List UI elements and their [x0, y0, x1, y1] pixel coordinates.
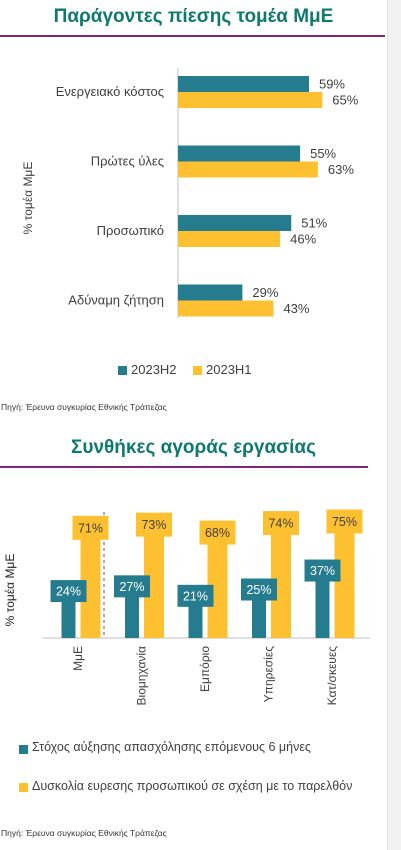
chart2-value-label-employment: 27%	[119, 580, 144, 594]
chart2-bar-employment	[315, 579, 330, 638]
chart2-bar-staffing	[80, 525, 101, 638]
chart1-value-label: 55%	[310, 146, 336, 161]
chart2-value-label-staffing: 73%	[141, 518, 166, 532]
chart2-value-label-employment: 21%	[183, 589, 208, 603]
chart2-label-box-employment	[114, 575, 150, 598]
chart2-label-box-staffing	[326, 509, 363, 534]
chart2-label-box-staffing	[263, 511, 299, 536]
chart2-legend-label-staffing: Δυσκολία ευρεσης προσωπικού σε σχέση με …	[32, 779, 353, 793]
chart1-bar	[178, 161, 318, 178]
chart1-bar	[178, 284, 243, 301]
chart1-bar	[178, 92, 323, 108]
chart2-value-label-employment: 25%	[246, 583, 271, 597]
chart2-bar-staffing	[271, 521, 291, 638]
chart1-ylabel: % τομέα ΜμΕ	[21, 162, 35, 235]
chart2-bar-staffing	[334, 519, 355, 638]
chart2-bar-staffing	[144, 522, 164, 638]
chart2-label-box-staffing	[136, 512, 172, 537]
chart2-category-label: Βιομηχανία	[135, 646, 149, 706]
chart2-value-label-employment: 24%	[56, 585, 81, 599]
chart1-value-label: 29%	[252, 285, 278, 300]
chart2-bar-employment	[252, 598, 266, 638]
chart2-title: Συνθήκες αγοράς εργασίας	[71, 437, 316, 458]
chart1-category-label: Αδύναμη ζήτηση	[68, 293, 164, 308]
chart1-bar	[178, 300, 274, 317]
chart1-value-label: 63%	[328, 162, 354, 177]
chart2-label-box-staffing	[199, 520, 236, 545]
chart1-value-label: 43%	[283, 301, 309, 316]
chart1-title: Παράγοντες πίεσης τομέα ΜμΕ	[53, 6, 334, 27]
chart1-bar	[178, 145, 301, 162]
chart1-category-label: Ενεργειακό κόστος	[56, 84, 164, 99]
chart1-legend-label-2023h1: 2023Η1	[206, 362, 252, 377]
chart2-value-label-staffing: 75%	[332, 515, 357, 529]
chart1-plot: % τομέα ΜμΕ Ενεργειακό κόστος Πρώτες ύλες…	[21, 68, 359, 318]
chart1-value-label: 46%	[290, 232, 316, 247]
chart2-value-label-staffing: 71%	[78, 521, 103, 535]
chart1-bar	[178, 231, 281, 247]
chart1-category-label: Πρώτες ύλες	[91, 154, 164, 169]
chart2-category-label: Υπηρεσίες	[262, 646, 276, 703]
chart2-legend-label-employment: Στόχος αύξησης απασχόλησης επόμενους 6 μ…	[32, 740, 311, 754]
chart2-title-rule	[0, 466, 368, 468]
chart1-legend-swatch-2023h1	[193, 366, 202, 375]
chart2-value-label-staffing: 68%	[205, 526, 230, 540]
chart2-category-label: Κατ/σκευες	[325, 646, 339, 706]
chart2-legend-swatch-staffing	[19, 783, 28, 792]
chart2-category-label: ΜμΕ	[71, 646, 85, 671]
chart2-ylabel: % τομέα ΜμΕ	[3, 554, 17, 627]
chart2-label-box-employment	[50, 580, 87, 603]
chart2-bar-employment	[61, 600, 76, 638]
chart1-legend-label-2023h2: 2023Η2	[131, 362, 177, 377]
chart2-category-label: Εμπόριο	[198, 646, 212, 692]
chart1-bar	[178, 76, 309, 92]
chart2-plot: % τομέα ΜμΕ 71% 24% 73% 27% 68% 21% 74% 25% 75% 3…	[3, 509, 370, 706]
chart2-source: Πηγή: Έρευνα συγκυρίας Εθνικής Τράπεζας	[1, 828, 167, 838]
chart2-label-box-staffing	[72, 515, 109, 540]
chart2-value-label-employment: 37%	[310, 564, 335, 578]
chart2-value-label-staffing: 74%	[268, 517, 293, 531]
chart1-category-label: Προσωπικό	[97, 223, 164, 238]
chart2-bar-employment	[188, 604, 203, 638]
chart2-label-box-employment	[241, 578, 277, 601]
chart2-bar-employment	[125, 595, 139, 638]
chart1-value-label: 51%	[301, 216, 327, 231]
chart1-value-label: 65%	[332, 93, 358, 108]
chart2-legend-swatch-employment	[19, 745, 28, 754]
chart2-label-box-employment	[177, 584, 214, 607]
chart1-bar	[178, 215, 292, 231]
right-scroll-strip	[387, 0, 401, 850]
chart1-source: Πηγή: Έρευνα συγκυρίας Εθνικής Τράπεζας	[1, 402, 167, 412]
chart2-bar-staffing	[207, 530, 228, 638]
chart1-legend-swatch-2023h2	[118, 366, 127, 375]
chart2-label-box-employment	[304, 559, 341, 582]
chart1-title-rule	[0, 35, 385, 37]
chart1-value-label: 59%	[319, 77, 345, 92]
